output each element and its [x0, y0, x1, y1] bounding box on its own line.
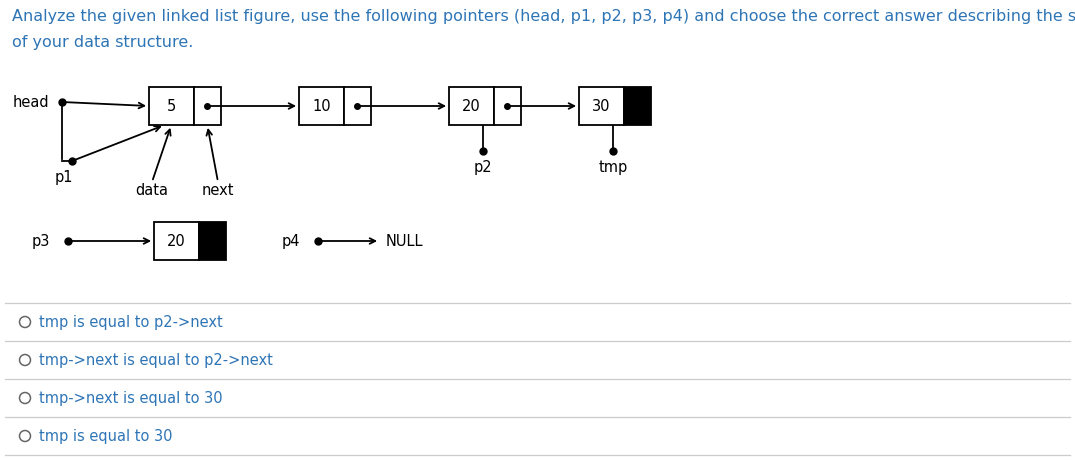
- Bar: [199, 222, 226, 260]
- Text: 30: 30: [592, 99, 611, 113]
- Text: data: data: [135, 183, 169, 198]
- Text: 20: 20: [167, 234, 186, 248]
- Bar: [344, 87, 371, 125]
- Bar: [154, 222, 199, 260]
- Text: 5: 5: [167, 99, 176, 113]
- Text: 20: 20: [462, 99, 481, 113]
- Text: tmp: tmp: [599, 160, 628, 175]
- Bar: [579, 87, 624, 125]
- Text: 10: 10: [312, 99, 331, 113]
- Text: p3: p3: [31, 234, 51, 248]
- Text: Analyze the given linked list figure, use the following pointers (head, p1, p2, : Analyze the given linked list figure, us…: [12, 9, 1075, 24]
- Text: tmp is equal to p2->next: tmp is equal to p2->next: [39, 314, 223, 330]
- Text: p1: p1: [55, 170, 73, 185]
- Text: tmp->next is equal to p2->next: tmp->next is equal to p2->next: [39, 353, 273, 367]
- Bar: [493, 87, 521, 125]
- Bar: [299, 87, 344, 125]
- Text: NULL: NULL: [386, 234, 424, 248]
- Text: p2: p2: [474, 160, 492, 175]
- Text: tmp->next is equal to 30: tmp->next is equal to 30: [39, 390, 223, 406]
- Bar: [624, 87, 651, 125]
- Text: next: next: [202, 183, 234, 198]
- Text: p4: p4: [282, 234, 300, 248]
- Text: head: head: [13, 95, 49, 110]
- Bar: [149, 87, 194, 125]
- Bar: [194, 87, 221, 125]
- Text: of your data structure.: of your data structure.: [12, 35, 193, 50]
- Text: tmp is equal to 30: tmp is equal to 30: [39, 429, 172, 443]
- Bar: [449, 87, 493, 125]
